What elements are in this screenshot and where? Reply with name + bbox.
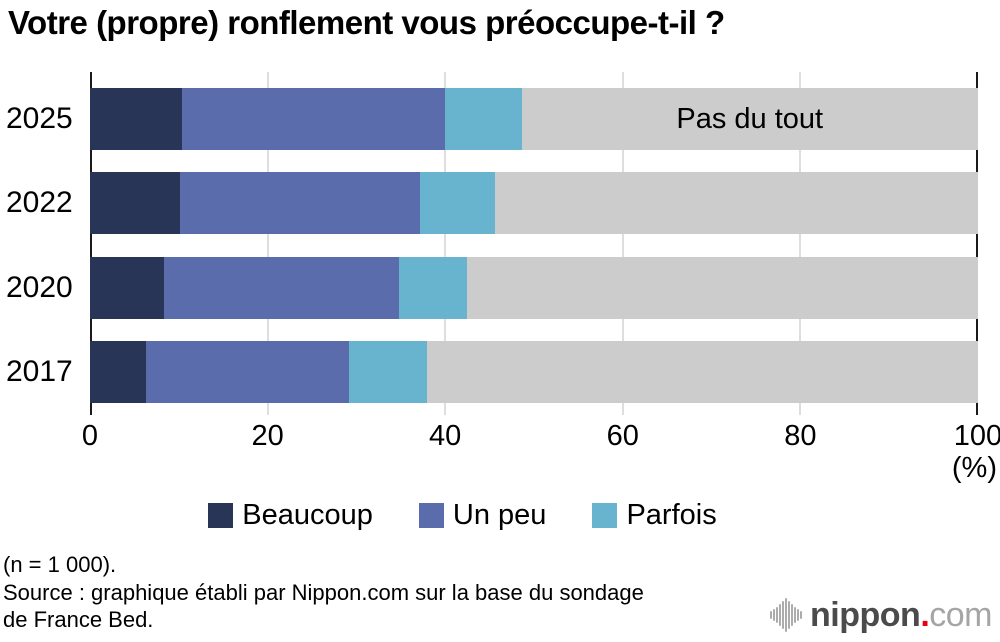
bar-segment-2017-pas-du-tout	[427, 341, 978, 403]
footnote-source-line1: Source : graphique établi par Nippon.com…	[3, 579, 644, 605]
year-label-2020: 2020	[6, 271, 73, 304]
bar-segment-2025-un-peu	[182, 88, 446, 150]
legend-item-un-peu: Un peu	[418, 499, 547, 532]
gridline-60	[621, 72, 624, 415]
x-tick-40: 40	[429, 420, 462, 452]
x-tick-0: 0	[81, 420, 99, 452]
legend-item-beaucoup: Beaucoup	[208, 499, 373, 532]
bar-segment-2025-beaucoup	[90, 88, 183, 150]
x-axis-unit-label: (%)	[951, 452, 997, 484]
bar-2020	[90, 257, 978, 319]
legend: Beaucoup Un peu Parfois	[0, 499, 925, 532]
soundwave-icon	[769, 594, 803, 636]
bar-segment-2020-beaucoup	[90, 257, 164, 319]
bar-segment-2020-pas-du-tout	[466, 257, 978, 319]
gridline-40	[444, 72, 447, 415]
logo-red-dot: .	[920, 595, 930, 634]
gridline-80	[799, 72, 802, 415]
year-label-2022: 2022	[6, 186, 73, 219]
legend-item-parfois: Parfois	[592, 499, 717, 532]
nippon-logo: nippon.com	[769, 594, 992, 636]
year-label-2025: 2025	[6, 102, 73, 135]
legend-label: Beaucoup	[242, 499, 373, 531]
pas-du-tout-label: Pas du tout	[676, 102, 824, 135]
y-axis-line-right	[976, 72, 978, 415]
bar-segment-2022-parfois	[420, 172, 495, 234]
x-tick-60: 60	[606, 420, 639, 452]
x-tick-80: 80	[784, 420, 817, 452]
bar-segment-2025-parfois	[445, 88, 522, 150]
chart-title: Votre (propre) ronflement vous préoccupe…	[8, 4, 725, 41]
gridline-20	[266, 72, 269, 415]
plot-area: Pas du tout	[90, 72, 978, 415]
bar-segment-2017-un-peu	[145, 341, 350, 403]
legend-swatch-beaucoup	[208, 503, 234, 528]
footnote-sample-size: (n = 1 000).	[3, 552, 117, 577]
x-tick-20: 20	[251, 420, 284, 452]
year-label-2017: 2017	[6, 355, 73, 388]
bar-2022	[90, 172, 978, 234]
logo-text-nippon: nippon	[810, 595, 921, 634]
logo-text-com: com	[929, 595, 992, 634]
x-tick-100: 100	[953, 420, 1000, 452]
bar-segment-2022-un-peu	[179, 172, 421, 234]
legend-swatch-parfois	[592, 503, 618, 528]
bar-segment-2022-beaucoup	[90, 172, 180, 234]
bar-segment-2020-parfois	[399, 257, 467, 319]
bar-segment-2025-pas-du-tout: Pas du tout	[521, 88, 978, 150]
bar-segment-2017-beaucoup	[90, 341, 146, 403]
legend-label: Parfois	[626, 499, 717, 531]
bar-segment-2022-pas-du-tout	[494, 172, 978, 234]
bar-segment-2020-un-peu	[163, 257, 400, 319]
legend-swatch-un-peu	[418, 503, 444, 528]
bar-2017	[90, 341, 978, 403]
bar-2025: Pas du tout	[90, 88, 978, 150]
logo-wordmark: nippon.com	[810, 596, 992, 635]
y-axis-line-left	[90, 72, 92, 415]
footnote-source-line2: de France Bed.	[3, 607, 154, 632]
footnote: (n = 1 000). Source : graphique établi p…	[3, 551, 644, 634]
bar-segment-2017-parfois	[349, 341, 428, 403]
legend-label: Un peu	[452, 499, 547, 531]
x-axis-ticks: 0 20 40 60 80 100	[82, 420, 1000, 452]
